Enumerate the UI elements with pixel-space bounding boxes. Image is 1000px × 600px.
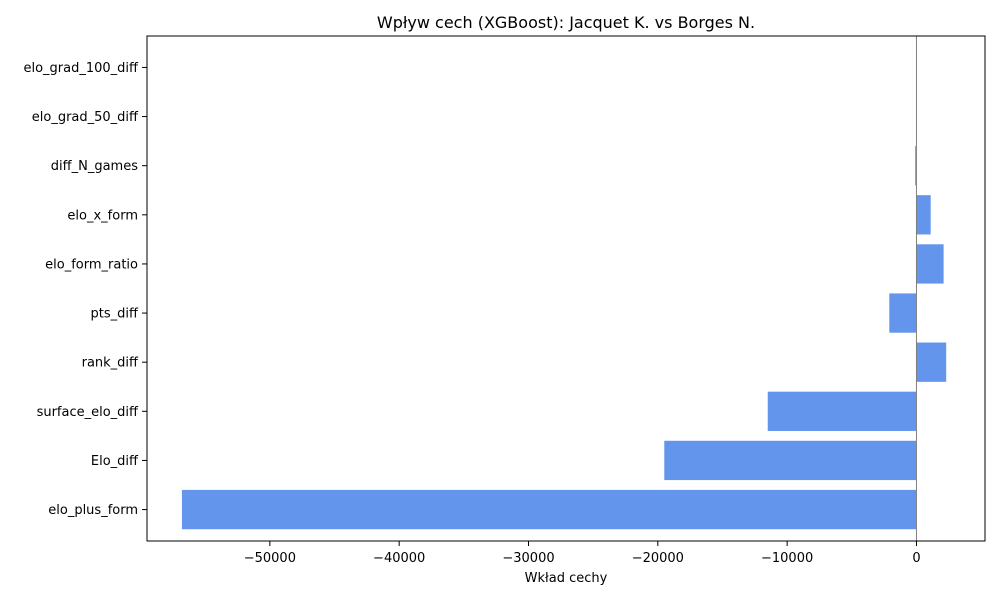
y-tick-label: surface_elo_diff [37, 405, 139, 420]
x-axis-label: Wkład cechy [525, 571, 608, 586]
x-axis-ticks: −50000 −40000 −30000 −20000 −10000 0 [244, 541, 921, 566]
y-tick-label: rank_diff [82, 356, 139, 371]
y-tick-label: elo_x_form [67, 208, 138, 223]
bars-group [181, 146, 947, 530]
plot-frame [146, 35, 986, 542]
x-tick-label: −50000 [244, 551, 296, 566]
y-tick-label: Elo_diff [91, 454, 139, 469]
chart-title: Wpływ cech (XGBoost): Jacquet K. vs Borg… [377, 13, 755, 32]
y-tick-label: diff_N_games [51, 159, 138, 174]
x-tick-label: −40000 [373, 551, 425, 566]
y-tick-label: elo_form_ratio [45, 257, 138, 272]
bar-elo_x_form [916, 195, 931, 235]
y-tick-label: pts_diff [91, 307, 139, 322]
x-tick-label: 0 [912, 551, 920, 566]
y-tick-label: elo_grad_100_diff [23, 61, 139, 76]
bar-pts_diff [889, 293, 917, 333]
x-tick-label: −20000 [632, 551, 684, 566]
bar-elo_plus_form [181, 489, 917, 530]
x-tick-label: −10000 [761, 551, 813, 566]
bar-diff_N_games [915, 146, 917, 186]
y-axis-ticks: elo_plus_form Elo_diff surface_elo_diff ran… [23, 61, 147, 518]
x-tick-label: −30000 [502, 551, 554, 566]
bar-surface_elo_diff [767, 391, 917, 431]
bar-Elo_diff [664, 440, 917, 481]
bar-rank_diff [916, 342, 947, 382]
bar-elo_form_ratio [916, 244, 944, 284]
y-tick-label: elo_grad_50_diff [32, 110, 139, 125]
y-tick-label: elo_plus_form [48, 503, 138, 518]
